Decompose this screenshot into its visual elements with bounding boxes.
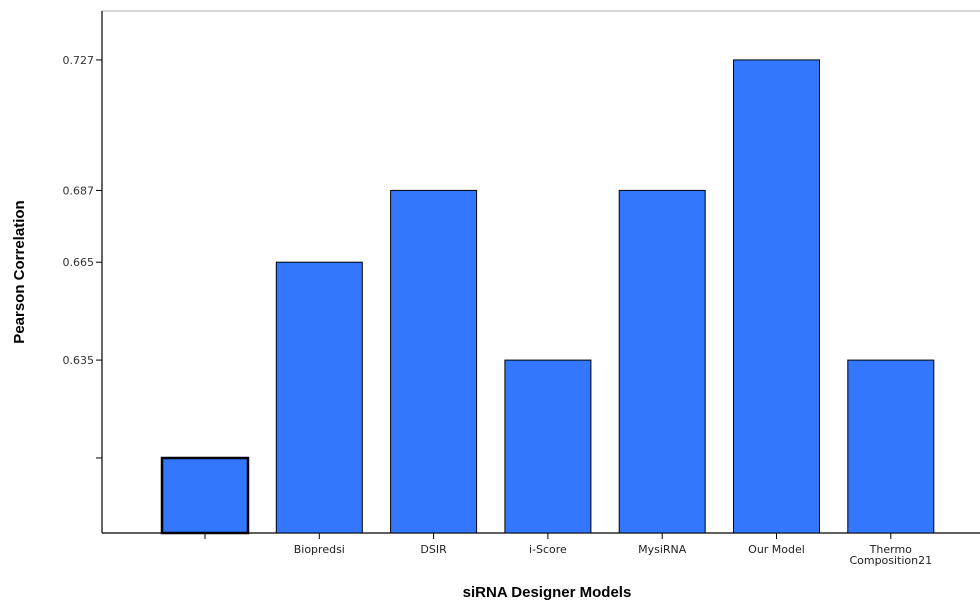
y-tick-label: 0.635 (63, 354, 95, 367)
x-tick-label: DSIR (420, 543, 447, 556)
x-axis-title: siRNA Designer Models (463, 584, 632, 601)
bar-1 (160, 456, 250, 535)
bar-6 (733, 59, 820, 534)
bar-7 (847, 359, 935, 534)
y-tick-label: 0.727 (63, 54, 95, 67)
x-tick-label: Composition21 (849, 554, 932, 567)
y-tick-label: 0.665 (63, 256, 95, 269)
bars-group (160, 59, 935, 535)
y-axis-title: Pearson Correlation (11, 200, 28, 343)
x-tick-label: Biopredsi (294, 543, 345, 556)
bar-4 (504, 359, 592, 534)
bar-3 (390, 189, 478, 534)
x-tick-label: MysiRNA (638, 543, 687, 556)
x-tick-label: i-Score (529, 543, 567, 556)
x-tick-label: Our Model (748, 543, 805, 556)
x-tick-label: Thermo (869, 543, 913, 556)
x-ticks-group: Biopredsi DSIR i-Score MysiRNA Our Model Ther… (204, 533, 932, 567)
bar-2 (275, 261, 363, 534)
y-ticks-group: 0.635 0.665 0.687 0.727 (63, 54, 102, 459)
bar-5 (618, 189, 706, 534)
y-tick-label: 0.687 (63, 184, 95, 197)
